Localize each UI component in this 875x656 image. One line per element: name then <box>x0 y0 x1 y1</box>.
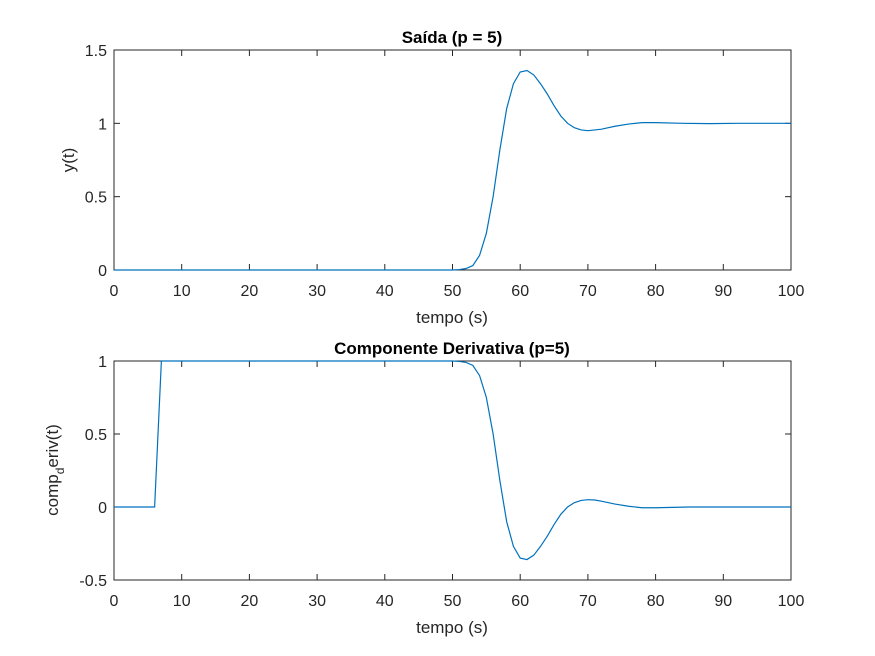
plot-area-derivative <box>113 360 792 581</box>
x-axis-label-output: tempo (s) <box>416 308 488 327</box>
x-tick-label: 60 <box>511 593 529 610</box>
x-tick-label: 90 <box>714 593 732 610</box>
plot-area-output <box>113 49 792 271</box>
chart-title-output: Saída (p = 5) <box>402 28 503 47</box>
x-tick-label: 50 <box>444 283 462 300</box>
y-axis-label-rest: eriv(t) <box>43 424 62 467</box>
x-ticks-output: 0 10 20 30 40 50 60 70 80 90 100 <box>110 50 805 300</box>
y-axis-label-subscript: d <box>53 468 67 475</box>
x-tick-label: 30 <box>308 593 326 610</box>
x-tick-label: 0 <box>110 593 119 610</box>
subplot-output: Saída (p = 5) 0 10 20 30 40 50 60 70 80 90 100 0 0.… <box>59 28 804 327</box>
y-tick-label: 0 <box>98 263 107 280</box>
series-line-derivative <box>114 360 791 561</box>
y-tick-label: 0 <box>98 500 107 517</box>
y-tick-label: 1.5 <box>85 43 107 60</box>
x-tick-label: 50 <box>444 593 462 610</box>
y-axis-label-main: comp <box>43 474 62 516</box>
x-tick-label: 20 <box>241 593 259 610</box>
x-tick-label: 80 <box>647 593 665 610</box>
x-tick-label: 40 <box>376 593 394 610</box>
x-tick-label: 100 <box>778 283 805 300</box>
x-tick-label: 20 <box>241 283 259 300</box>
y-tick-label: 1 <box>98 116 107 133</box>
y-axis-label-derivative: compderiv(t) <box>43 424 67 516</box>
x-axis-label-derivative: tempo (s) <box>416 618 488 637</box>
y-tick-label: 0.5 <box>85 427 107 444</box>
subplot-derivative: Componente Derivativa (p=5) 0 10 20 30 40 50 6… <box>43 339 804 637</box>
y-tick-label: -0.5 <box>79 573 107 590</box>
x-tick-label: 90 <box>714 283 732 300</box>
y-tick-label: 0.5 <box>85 190 107 207</box>
x-tick-label: 60 <box>511 283 529 300</box>
x-tick-label: 80 <box>647 283 665 300</box>
x-tick-label: 10 <box>173 593 191 610</box>
x-tick-label: 70 <box>579 283 597 300</box>
x-ticks-derivative: 0 10 20 30 40 50 60 70 80 90 100 <box>110 361 805 610</box>
y-tick-label: 1 <box>98 354 107 371</box>
x-tick-label: 0 <box>110 283 119 300</box>
series-line-output <box>114 69 791 271</box>
x-tick-label: 100 <box>778 593 805 610</box>
y-axis-label-output: y(t) <box>59 148 78 173</box>
x-tick-label: 70 <box>579 593 597 610</box>
x-tick-label: 10 <box>173 283 191 300</box>
chart-title-derivative: Componente Derivativa (p=5) <box>334 339 570 358</box>
x-tick-label: 40 <box>376 283 394 300</box>
x-tick-label: 30 <box>308 283 326 300</box>
